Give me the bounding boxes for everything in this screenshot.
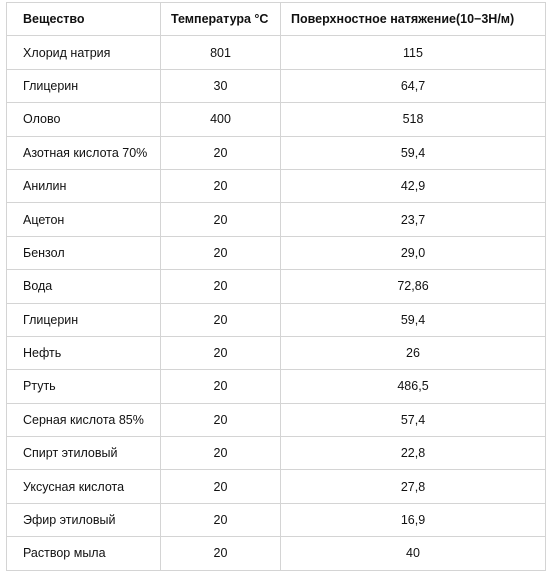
- tension-cell: 23,7: [280, 202, 546, 237]
- temperature-cell: 20: [160, 436, 281, 471]
- table-row: Ацетон 20 23,7: [6, 202, 546, 237]
- substance-cell: Глицерин: [6, 302, 161, 337]
- substance-cell: Ацетон: [6, 202, 161, 237]
- temperature-cell: 20: [160, 402, 281, 438]
- tension-cell: 486,5: [280, 369, 546, 404]
- temperature-cell: 400: [160, 102, 281, 137]
- data-table: Вещество Температура °С Поверхностное натя…: [6, 1, 546, 571]
- tension-cell: 22,8: [280, 436, 546, 471]
- temperature-cell: 20: [160, 369, 281, 404]
- table-row: Глицерин 30 64,7: [6, 68, 546, 104]
- tension-cell: 57,4: [280, 402, 546, 438]
- temperature-cell: 20: [160, 269, 281, 304]
- table-row: Ртуть 20 486,5: [6, 369, 546, 404]
- header-cell: Температура °С: [160, 1, 281, 37]
- temperature-cell: 20: [160, 302, 281, 337]
- temperature-cell: 20: [160, 202, 281, 237]
- substance-cell: Уксусная кислота: [6, 469, 161, 504]
- substance-cell: Бензол: [6, 235, 161, 271]
- temperature-cell: 20: [160, 536, 281, 571]
- temperature-cell: 801: [160, 35, 281, 70]
- tension-cell: 16,9: [280, 502, 546, 538]
- table-row: Эфир этиловый 20 16,9: [6, 502, 546, 538]
- tension-cell: 59,4: [280, 135, 546, 170]
- temperature-cell: 20: [160, 335, 281, 371]
- temperature-cell: 20: [160, 502, 281, 538]
- table-row: Хлорид натрия 801 115: [6, 35, 546, 70]
- header-row: Вещество Температура °С Поверхностное натя…: [6, 1, 546, 37]
- substance-cell: Эфир этиловый: [6, 502, 161, 538]
- substance-cell: Азотная кислота 70%: [6, 135, 161, 170]
- tension-cell: 26: [280, 335, 546, 371]
- tension-cell: 29,0: [280, 235, 546, 271]
- table-row: Раствор мыла 20 40: [6, 536, 546, 571]
- table-row: Спирт этиловый 20 22,8: [6, 436, 546, 471]
- substance-cell: Хлорид натрия: [6, 35, 161, 70]
- table-row: Бензол 20 29,0: [6, 235, 546, 271]
- tension-cell: 64,7: [280, 68, 546, 104]
- temperature-cell: 20: [160, 235, 281, 271]
- table-row: Нефть 20 26: [6, 335, 546, 371]
- substance-cell: Раствор мыла: [6, 536, 161, 571]
- table-row: Серная кислота 85% 20 57,4: [6, 402, 546, 438]
- tension-cell: 72,86: [280, 269, 546, 304]
- table-row: Уксусная кислота 20 27,8: [6, 469, 546, 504]
- substance-cell: Спирт этиловый: [6, 436, 161, 471]
- table-row: Азотная кислота 70% 20 59,4: [6, 135, 546, 170]
- tension-cell: 59,4: [280, 302, 546, 337]
- temperature-cell: 20: [160, 469, 281, 504]
- tension-cell: 42,9: [280, 168, 546, 204]
- table-row: Глицерин 20 59,4: [6, 302, 546, 337]
- substance-cell: Нефть: [6, 335, 161, 371]
- substance-cell: Олово: [6, 102, 161, 137]
- tension-cell: 518: [280, 102, 546, 137]
- table-body: Хлорид натрия 801 115 Глицерин 30 64,7 Олово 40…: [6, 35, 546, 571]
- tension-cell: 115: [280, 35, 546, 70]
- substance-cell: Анилин: [6, 168, 161, 204]
- tension-cell: 27,8: [280, 469, 546, 504]
- substance-cell: Серная кислота 85%: [6, 402, 161, 438]
- temperature-cell: 30: [160, 68, 281, 104]
- tension-cell: 40: [280, 536, 546, 571]
- table-row: Анилин 20 42,9: [6, 168, 546, 204]
- substance-cell: Ртуть: [6, 369, 161, 404]
- temperature-cell: 20: [160, 168, 281, 204]
- substance-cell: Глицерин: [6, 68, 161, 104]
- temperature-cell: 20: [160, 135, 281, 170]
- table-row: Олово 400 518: [6, 102, 546, 137]
- header-cell: Вещество: [6, 1, 161, 37]
- table-row: Вода 20 72,86: [6, 269, 546, 304]
- substance-cell: Вода: [6, 269, 161, 304]
- header-cell: Поверхностное натяжение(10−3Н/м): [280, 1, 546, 37]
